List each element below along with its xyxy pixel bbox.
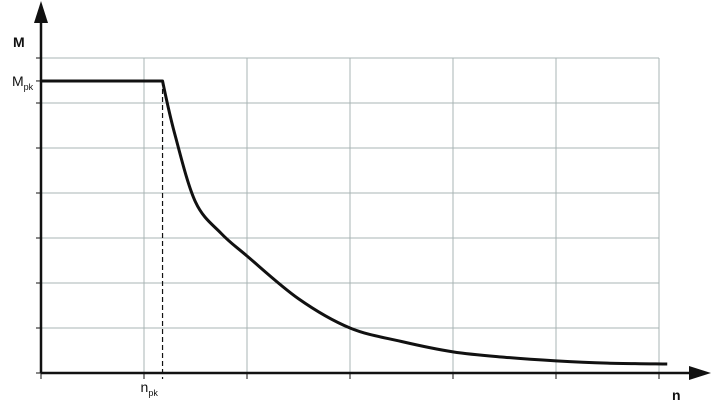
x-axis-arrow-icon bbox=[689, 366, 711, 380]
y-axis-arrow-icon bbox=[34, 1, 48, 23]
torque-curve bbox=[41, 79, 668, 366]
npk-label: npk bbox=[141, 379, 159, 398]
y-axis-label: M bbox=[13, 34, 25, 50]
x-axis-label: n bbox=[672, 387, 681, 403]
mpk-label: Mpk bbox=[12, 73, 34, 92]
